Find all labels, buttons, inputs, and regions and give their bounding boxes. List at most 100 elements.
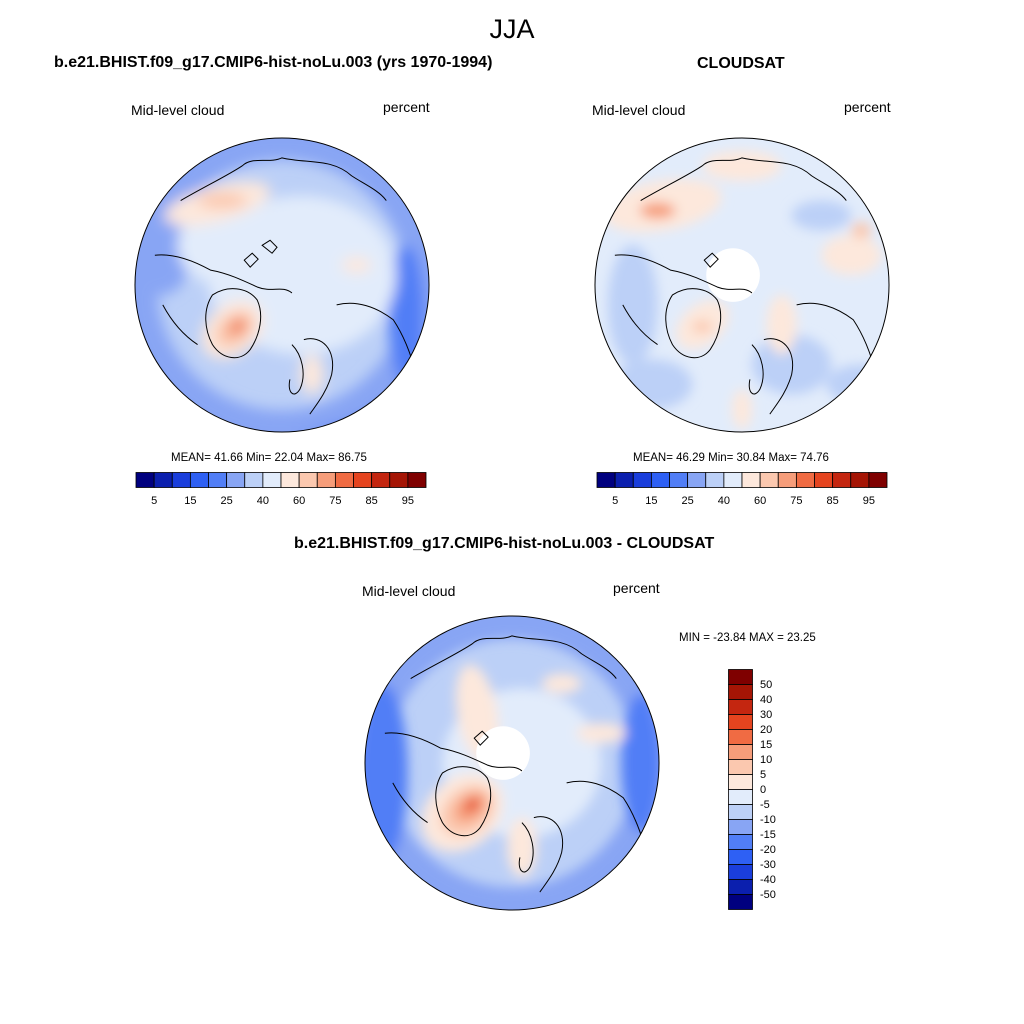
diff-stats-text: MIN = -23.84 MAX = 23.25	[679, 632, 816, 644]
colorbar-tick-label: 85	[827, 495, 839, 507]
obs-panel-title: CLOUDSAT	[697, 55, 785, 72]
diff-colorbar-boxes	[728, 669, 753, 910]
obs-units-label: percent	[844, 99, 891, 115]
colorbar-box	[316, 472, 336, 488]
colorbar-tick-label: 75	[329, 495, 341, 507]
colorbar-box	[226, 472, 246, 488]
obs-field-patterns	[603, 150, 890, 430]
colorbar-tick-label: -15	[760, 829, 776, 841]
colorbar-tick-label: 0	[760, 784, 766, 796]
season-title: JJA	[489, 14, 535, 44]
colorbar-tick-label: 25	[221, 495, 233, 507]
colorbar-box	[650, 472, 670, 488]
model-stats-text: MEAN= 41.66 Min= 22.04 Max= 86.75	[171, 452, 367, 464]
colorbar-box	[208, 472, 228, 488]
colorbar-box	[298, 472, 318, 488]
colorbar-box	[687, 472, 707, 488]
colorbar-tick-label: 60	[293, 495, 305, 507]
obs-colorbar-ticks: 5 15 25 40 60 75 85 95	[612, 495, 875, 507]
colorbar-box	[728, 894, 753, 910]
colorbar-tick-label: 40	[718, 495, 730, 507]
diff-panel-title: b.e21.BHIST.f09_g17.CMIP6-hist-noLu.003 …	[294, 535, 715, 552]
colorbar-box	[171, 472, 191, 488]
colorbar-box	[728, 864, 753, 880]
colorbar-tick-label: 30	[760, 709, 772, 721]
colorbar-box	[728, 774, 753, 790]
diff-map-border	[364, 615, 660, 911]
colorbar-tick-label: 95	[863, 495, 875, 507]
colorbar-tick-label: 15	[184, 495, 196, 507]
colorbar-box	[728, 849, 753, 865]
model-polar-map	[134, 137, 430, 433]
colorbar-box	[728, 879, 753, 895]
colorbar-box	[832, 472, 852, 488]
model-coastlines	[154, 157, 417, 415]
colorbar-box	[728, 834, 753, 850]
colorbar-box	[353, 472, 373, 488]
obs-map-border	[594, 137, 890, 433]
colorbar-box	[777, 472, 797, 488]
model-variable-label: Mid-level cloud	[131, 102, 225, 118]
model-panel-title: b.e21.BHIST.f09_g17.CMIP6-hist-noLu.003 …	[54, 54, 493, 71]
colorbar-box	[728, 819, 753, 835]
colorbar-tick-label: -50	[760, 889, 776, 901]
obs-stats-text: MEAN= 46.29 Min= 30.84 Max= 74.76	[633, 452, 829, 464]
model-colorbar-ticks: 5 15 25 40 60 75 85 95	[151, 495, 414, 507]
diff-polar-map	[364, 615, 660, 911]
colorbar-tick-label: 40	[760, 694, 772, 706]
colorbar-box	[614, 472, 634, 488]
colorbar-tick-label: 75	[790, 495, 802, 507]
colorbar-box	[262, 472, 282, 488]
colorbar-box	[728, 804, 753, 820]
obs-polar-map	[594, 137, 890, 433]
colorbar-tick-label: 15	[760, 739, 772, 751]
colorbar-tick-label: 40	[257, 495, 269, 507]
colorbar-box	[407, 472, 427, 488]
model-units-label: percent	[383, 99, 430, 115]
colorbar-box	[371, 472, 391, 488]
model-map-border	[134, 137, 430, 433]
colorbar-tick-label: 10	[760, 754, 772, 766]
colorbar-box	[795, 472, 815, 488]
colorbar-tick-label: 5	[760, 769, 766, 781]
colorbar-box	[728, 789, 753, 805]
colorbar-box	[728, 699, 753, 715]
colorbar-box	[723, 472, 743, 488]
obs-coastlines	[614, 157, 877, 415]
colorbar-tick-label: -10	[760, 814, 776, 826]
obs-missing-polar-cap	[706, 248, 760, 302]
colorbar-box	[153, 472, 173, 488]
colorbar-box	[334, 472, 354, 488]
colorbar-box	[850, 472, 870, 488]
diff-coastlines	[384, 635, 647, 893]
diff-units-label: percent	[613, 580, 660, 596]
colorbar-tick-label: -30	[760, 859, 776, 871]
colorbar-box	[728, 714, 753, 730]
colorbar-tick-label: 60	[754, 495, 766, 507]
colorbar-tick-label: -20	[760, 844, 776, 856]
colorbar-tick-label: -5	[760, 799, 770, 811]
colorbar-box	[632, 472, 652, 488]
colorbar-box	[759, 472, 779, 488]
colorbar-tick-label: 85	[366, 495, 378, 507]
colorbar-tick-label: 5	[612, 495, 618, 507]
diff-missing-polar-cap	[476, 726, 530, 780]
colorbar-box	[244, 472, 264, 488]
colorbar-box	[728, 759, 753, 775]
colorbar-tick-label: 50	[760, 679, 772, 691]
obs-variable-label: Mid-level cloud	[592, 102, 686, 118]
colorbar-box	[728, 729, 753, 745]
colorbar-box	[389, 472, 409, 488]
colorbar-box	[741, 472, 761, 488]
colorbar-box	[189, 472, 209, 488]
colorbar-box	[669, 472, 689, 488]
colorbar-tick-label: -40	[760, 874, 776, 886]
model-colorbar: 5 15 25 40 60 75 85 95	[135, 472, 427, 507]
colorbar-tick-label: 25	[682, 495, 694, 507]
colorbar-box	[280, 472, 300, 488]
colorbar-box	[868, 472, 888, 488]
obs-colorbar: 5 15 25 40 60 75 85 95	[596, 472, 888, 507]
colorbar-box	[596, 472, 616, 488]
